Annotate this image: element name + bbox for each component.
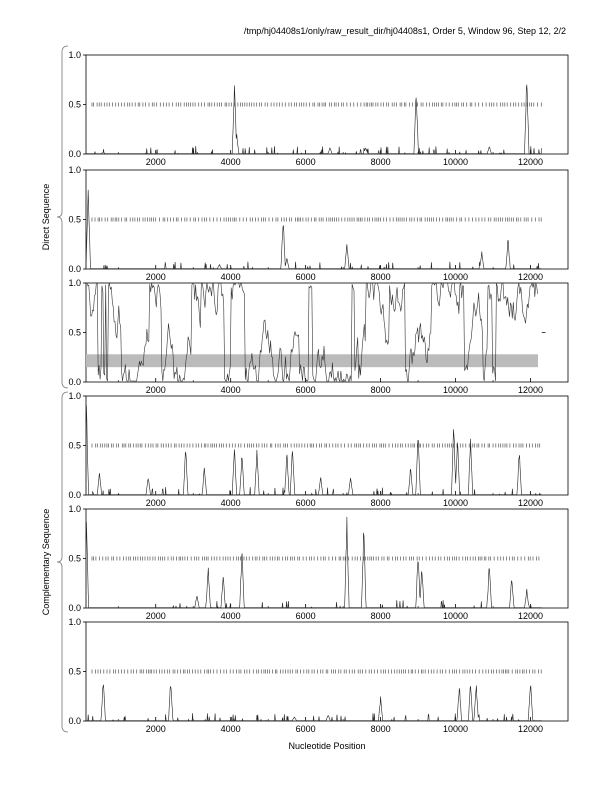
y-tick-label: 0.0	[68, 264, 81, 274]
x-tick-label: 4000	[221, 498, 241, 508]
x-tick-label: 8000	[371, 498, 391, 508]
x-tick-label: 8000	[371, 157, 391, 167]
y-tick-label: 1.0	[68, 391, 81, 401]
direct-sequence-label: Direct Sequence	[41, 184, 51, 251]
orf-markers	[91, 102, 542, 107]
y-tick-label: 0.5	[68, 100, 81, 110]
x-tick-label: 10000	[443, 157, 468, 167]
x-tick-label: 2000	[146, 385, 166, 395]
chart-title: /tmp/hj04408s1/only/raw_result_dir/hj044…	[243, 26, 566, 36]
y-tick-label: 1.0	[68, 278, 81, 288]
panel-direct-frame-2: 0.0 0.5 1.0 2000 4000 6000 8000 10000 12000	[68, 165, 569, 282]
x-tick-label: 2000	[146, 498, 166, 508]
y-tick-label: 0.0	[68, 716, 81, 726]
y-tick-label: 0.5	[68, 328, 81, 338]
y-tick-label: 1.0	[68, 504, 81, 514]
coding-potential-line	[85, 189, 542, 269]
x-tick-label: 2000	[146, 724, 166, 734]
x-tick-label: 8000	[371, 611, 391, 621]
x-tick-label: 6000	[296, 385, 316, 395]
x-tick-label: 6000	[296, 272, 316, 282]
x-tick-label: 10000	[443, 272, 468, 282]
x-tick-label: 12000	[518, 611, 543, 621]
y-tick-label: 0.5	[68, 215, 81, 225]
x-tick-label: 6000	[296, 611, 316, 621]
orf-markers	[91, 669, 542, 674]
plot-frame	[85, 54, 569, 155]
y-tick-label: 0.0	[68, 377, 81, 387]
y-tick-label: 0.5	[68, 667, 81, 677]
threshold-band	[86, 354, 539, 368]
x-tick-label: 12000	[518, 385, 543, 395]
panel-complementary-frame-3: 0.0 0.5 1.0 2000 4000 6000 8000 10000 12000	[68, 617, 569, 734]
x-tick-label: 2000	[146, 272, 166, 282]
x-tick-label: 8000	[371, 724, 391, 734]
complementary-sequence-brace	[56, 391, 69, 733]
x-tick-label: 6000	[296, 498, 316, 508]
panel-complementary-frame-1: 0.0 0.5 1.0 2000 4000 6000 8000 10000 12000	[68, 391, 569, 508]
x-tick-label: 10000	[443, 724, 468, 734]
x-tick-label: 4000	[221, 272, 241, 282]
panel-direct-frame-3-noncoding: 0.0 0.5 1.0 2000 4000 6000 8000 10000 12000	[68, 278, 569, 395]
coding-potential-line	[86, 281, 538, 383]
coding-potential-line	[86, 84, 542, 155]
y-tick-label: 0.0	[68, 603, 81, 613]
direct-sequence-brace	[56, 45, 69, 389]
y-tick-label: 1.0	[68, 165, 81, 175]
x-tick-label: 10000	[443, 498, 468, 508]
x-tick-label: 12000	[518, 498, 543, 508]
plot-frame	[85, 621, 569, 722]
x-tick-label: 8000	[371, 272, 391, 282]
coding-potential-line	[85, 516, 542, 609]
complementary-sequence-label: Complementary Sequence	[41, 509, 51, 616]
coding-potential-line	[85, 405, 542, 496]
y-tick-label: 0.0	[68, 490, 81, 500]
x-tick-label: 6000	[296, 157, 316, 167]
x-tick-label: 2000	[146, 157, 166, 167]
orf-markers	[91, 217, 542, 222]
x-tick-label: 10000	[443, 385, 468, 395]
x-axis-label: Nucleotide Position	[288, 741, 365, 751]
y-tick-label: 1.0	[68, 50, 81, 60]
x-tick-label: 10000	[443, 611, 468, 621]
x-tick-label: 12000	[518, 724, 543, 734]
plot-frame	[85, 169, 569, 270]
coding-potential-line	[86, 684, 542, 721]
x-tick-label: 8000	[371, 385, 391, 395]
orf-markers	[91, 443, 541, 448]
orf-markers	[91, 556, 540, 561]
x-tick-label: 4000	[221, 724, 241, 734]
x-tick-label: 12000	[518, 272, 543, 282]
panel-direct-frame-1: 0.0 0.5 1.0 2000 4000 6000 8000 10000 12000	[68, 50, 569, 167]
y-tick-label: 0.0	[68, 149, 81, 159]
y-tick-label: 0.5	[68, 554, 81, 564]
x-tick-label: 4000	[221, 611, 241, 621]
x-tick-label: 12000	[518, 157, 543, 167]
x-tick-label: 6000	[296, 724, 316, 734]
x-tick-label: 4000	[221, 385, 241, 395]
x-tick-label: 2000	[146, 611, 166, 621]
y-tick-label: 0.5	[68, 441, 81, 451]
panel-complementary-frame-2: 0.0 0.5 1.0 2000 4000 6000 8000 10000 12000	[68, 504, 569, 621]
y-tick-label: 1.0	[68, 617, 81, 627]
x-tick-label: 4000	[221, 157, 241, 167]
